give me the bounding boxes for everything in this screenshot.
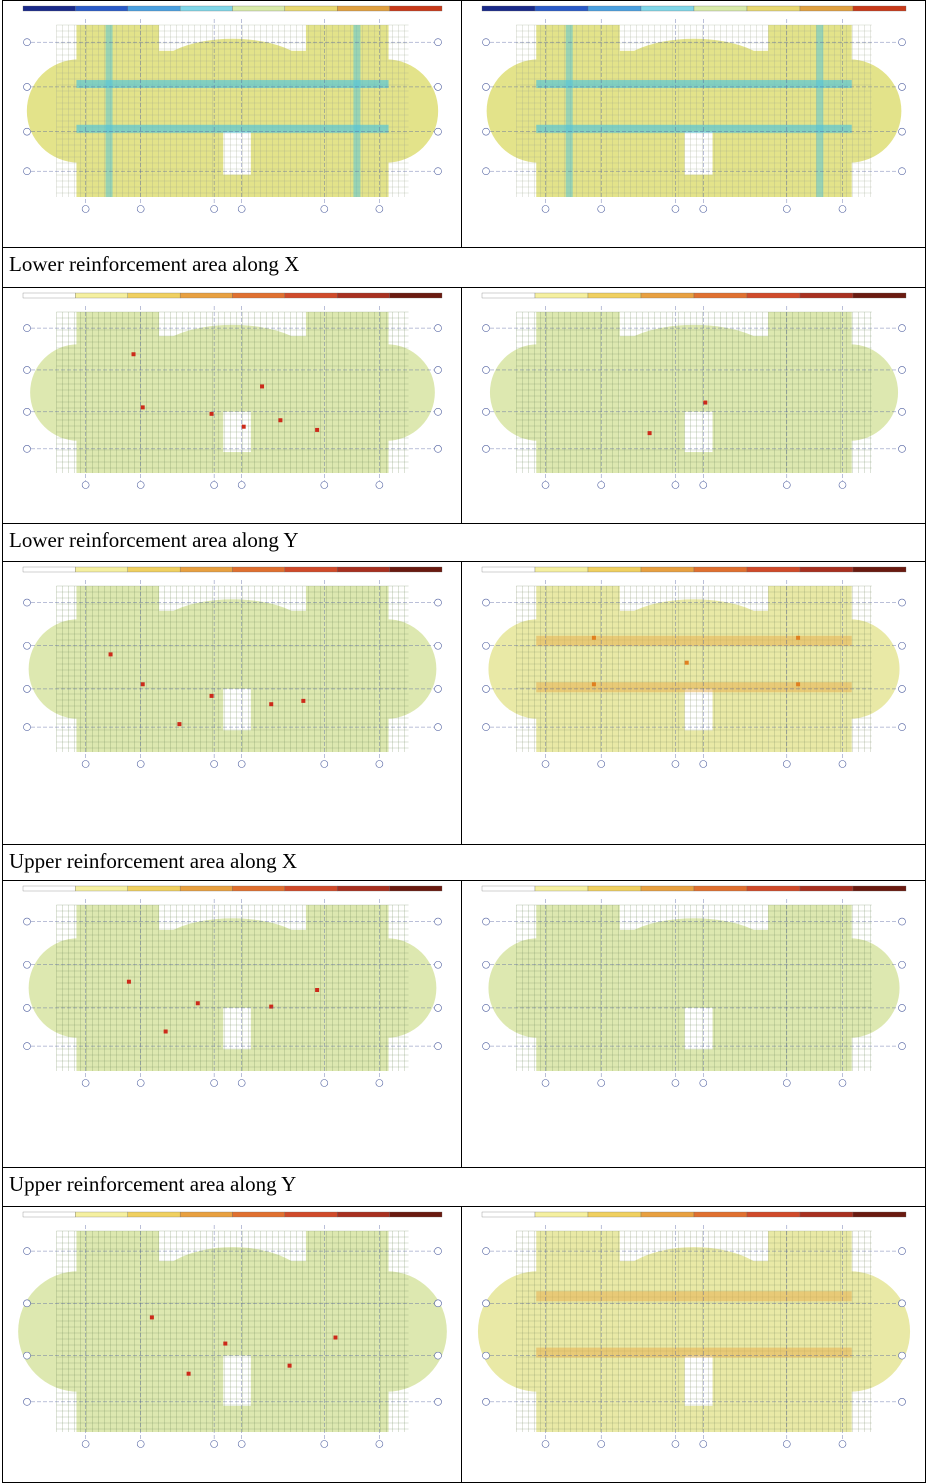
upper-x-image-right	[462, 881, 925, 1167]
lower-y-plot-right	[481, 566, 907, 768]
lower-x-image-right	[462, 288, 925, 523]
lower-y-image-right	[462, 562, 925, 844]
upper-y-plot-right	[477, 1211, 911, 1448]
upper-y-image-right	[462, 1207, 925, 1482]
upper-x-plot-right	[481, 885, 907, 1087]
lower-y-plot-left	[22, 566, 443, 768]
caption-upper-x: Upper reinforcement area along X	[2, 844, 926, 881]
lower-x-plot-left	[22, 292, 443, 489]
upper-x-image-left	[3, 881, 461, 1167]
upper-y-plot-left	[18, 1211, 447, 1448]
lower-x-plot-right	[481, 292, 907, 489]
upper-x-plot-left	[22, 885, 443, 1087]
lower-x-mosaic-image-left	[3, 1, 461, 247]
caption-lower-x: Lower reinforcement area along X	[2, 247, 926, 288]
caption-upper-y: Upper reinforcement area along Y	[2, 1167, 926, 1207]
caption-lower-y: Lower reinforcement area along Y	[2, 523, 926, 562]
lower-x-mosaic-plot-left	[22, 5, 443, 213]
upper-y-image-left	[3, 1207, 461, 1482]
lower-y-image-left	[3, 562, 461, 844]
lower-x-mosaic-plot-right	[481, 5, 907, 213]
lower-x-mosaic-image-right	[462, 1, 925, 247]
lower-x-image-left	[3, 288, 461, 523]
